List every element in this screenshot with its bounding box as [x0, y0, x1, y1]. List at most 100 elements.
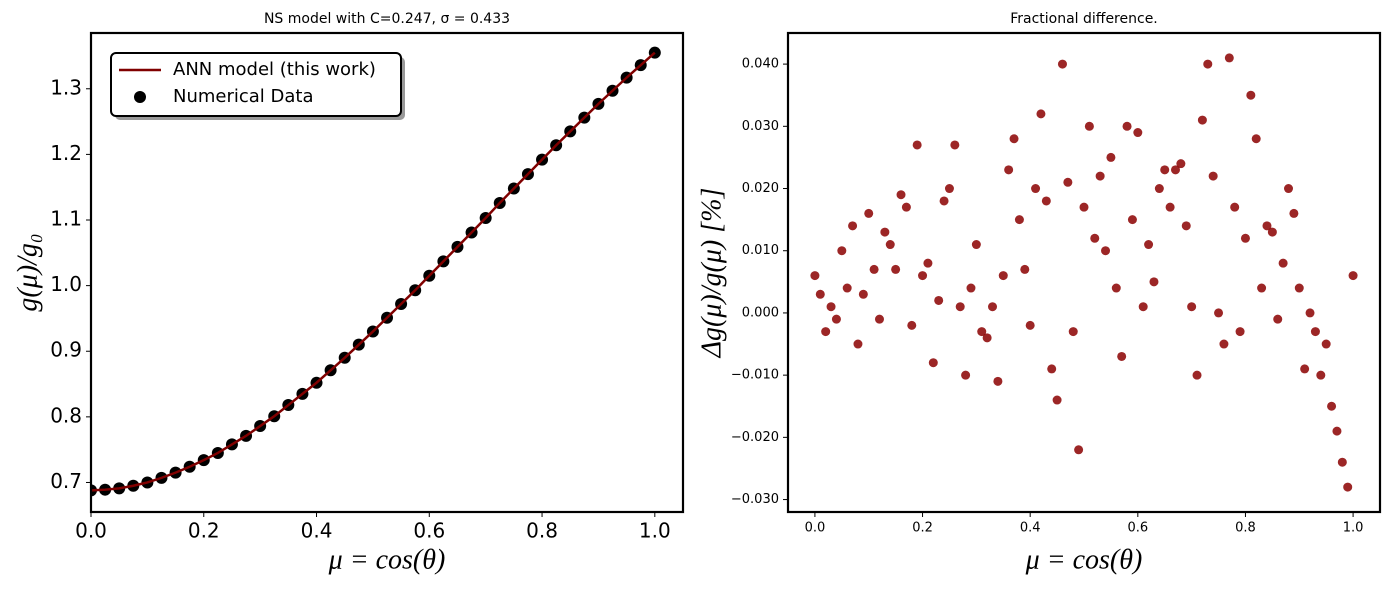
data-point	[1009, 134, 1019, 144]
x-tick-label: 0.8	[1235, 520, 1256, 535]
data-point	[869, 264, 879, 274]
data-point	[1127, 215, 1137, 225]
data-point	[1214, 308, 1224, 318]
data-point	[1197, 115, 1207, 125]
data-point	[1235, 327, 1245, 337]
y-tick-label: 0.020	[742, 181, 779, 196]
data-point	[1203, 59, 1213, 69]
y-axis-label: Δg(μ)/g(μ) [%]	[696, 188, 727, 359]
data-point	[912, 140, 922, 150]
data-point	[1041, 196, 1051, 206]
y-tick-label: 0.000	[742, 305, 779, 320]
x-tick-label: 0.0	[805, 520, 826, 535]
data-point	[1084, 121, 1094, 131]
data-point	[993, 376, 1003, 386]
plot-area	[91, 46, 661, 497]
data-point	[1267, 227, 1277, 237]
data-point	[1273, 314, 1283, 324]
data-point	[1284, 184, 1294, 194]
data-point	[966, 283, 976, 293]
legend	[110, 52, 402, 117]
data-point	[998, 271, 1008, 281]
data-point	[955, 302, 965, 312]
data-point	[1165, 202, 1175, 212]
data-point	[1063, 177, 1073, 187]
data-point	[1246, 90, 1256, 100]
data-point	[1289, 208, 1299, 218]
data-point	[1343, 482, 1353, 492]
axes-frame	[89, 31, 685, 514]
legend-label: ANN model (this work)	[173, 59, 376, 80]
data-point	[848, 221, 858, 231]
data-point	[880, 227, 890, 237]
y-tick-label: 0.7	[50, 469, 82, 493]
data-point	[944, 184, 954, 194]
data-point	[858, 289, 868, 299]
axes-frame	[786, 31, 1382, 514]
data-point	[950, 140, 960, 150]
axes: 0.0 0.2 0.4 0.6 0.8 1.0 −0.030 −0.020 −0.010 0.00…	[696, 11, 1382, 575]
data-point	[1138, 302, 1148, 312]
data-point	[1095, 171, 1105, 181]
data-point	[1025, 320, 1035, 330]
x-axis-label: μ = cos(θ)	[328, 544, 446, 575]
data-point	[837, 246, 847, 256]
data-point	[1327, 401, 1337, 411]
y-tick-label: −0.030	[731, 492, 779, 507]
data-point	[874, 314, 884, 324]
x-tick-label: 0.6	[1127, 520, 1148, 535]
line-series	[91, 51, 656, 492]
x-tick-label: 0.6	[413, 519, 445, 543]
y-tick-label: −0.020	[731, 430, 779, 445]
data-point	[1257, 283, 1267, 293]
data-point	[939, 196, 949, 206]
x-tick-label: 0.4	[301, 519, 333, 543]
data-point	[934, 295, 944, 305]
data-point	[1122, 121, 1132, 131]
data-point	[988, 302, 998, 312]
data-point	[810, 271, 820, 281]
data-point	[815, 289, 825, 299]
data-point	[1337, 457, 1347, 467]
data-point	[1133, 128, 1143, 138]
data-point	[1224, 53, 1234, 63]
y-tick-label: 1.3	[50, 75, 82, 99]
data-point	[1181, 221, 1191, 231]
data-point	[1310, 327, 1320, 337]
data-point	[891, 264, 901, 274]
data-point	[864, 208, 874, 218]
data-point	[1068, 327, 1078, 337]
data-point	[982, 333, 992, 343]
chart-title: Fractional difference.	[1010, 11, 1158, 27]
data-point	[1219, 339, 1229, 349]
data-point	[1176, 159, 1186, 169]
y-tick-label: −0.010	[731, 368, 779, 383]
axes: 0.0 0.2 0.4 0.6 0.8 1.0 0.7 0.8 0.9 1.0 1.1 1.2 1.3 N…	[12, 11, 685, 575]
y-tick-label: 1.2	[50, 141, 82, 165]
legend-marker	[134, 91, 146, 103]
data-point	[1262, 221, 1272, 231]
x-tick-label: 1.0	[639, 519, 671, 543]
data-point	[821, 327, 831, 337]
data-point	[1020, 264, 1030, 274]
data-point	[1321, 339, 1331, 349]
y-tick-label: 0.010	[742, 243, 779, 258]
data-point	[1149, 277, 1159, 287]
y-tick-label: 1.1	[50, 207, 82, 231]
data-point	[1208, 171, 1218, 181]
data-point	[1240, 233, 1250, 243]
data-point	[1079, 202, 1089, 212]
y-tick-label: 0.040	[742, 57, 779, 72]
data-point	[1047, 364, 1057, 374]
chart-title: NS model with C=0.247, σ = 0.433	[264, 11, 510, 27]
data-point	[1036, 109, 1046, 119]
data-point	[961, 370, 971, 380]
data-point	[1014, 215, 1024, 225]
x-tick-label: 0.0	[75, 519, 107, 543]
data-point	[971, 240, 981, 250]
x-tick-label: 0.4	[1020, 520, 1041, 535]
data-point	[1187, 302, 1197, 312]
data-point	[928, 358, 938, 368]
plot-area	[810, 53, 1358, 492]
